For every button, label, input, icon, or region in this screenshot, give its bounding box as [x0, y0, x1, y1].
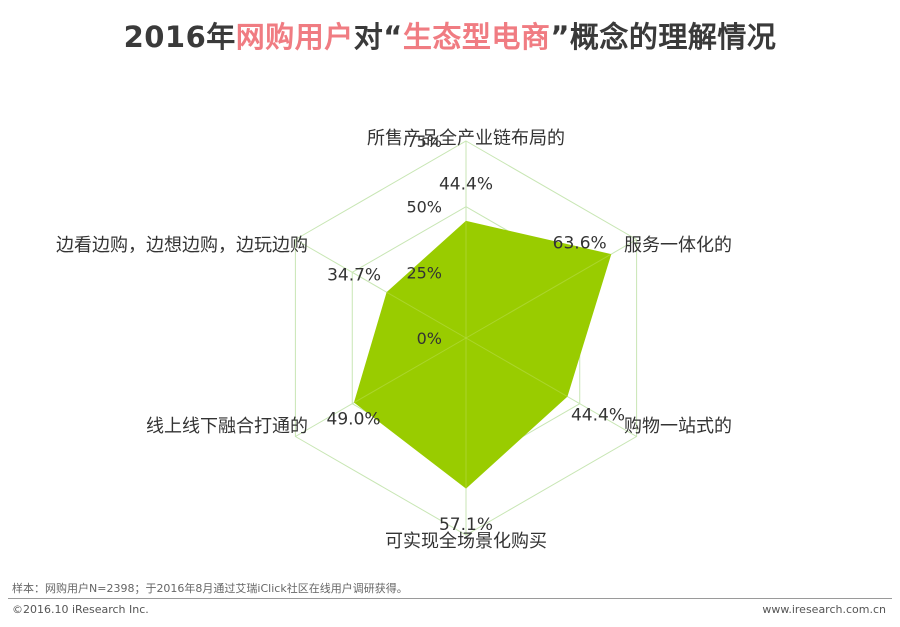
scale-tick-label-25: 25%	[406, 263, 442, 282]
title-part-4: 生态型电商	[402, 20, 551, 54]
value-label-0: 44.4%	[439, 174, 493, 194]
value-label-4: 49.0%	[327, 409, 381, 429]
value-label-3: 57.1%	[439, 515, 493, 535]
title-part-5: ”概念的理解情况	[550, 20, 777, 54]
footer-divider	[8, 598, 892, 599]
category-label-1: 服务一体化的	[624, 235, 732, 256]
data-area	[353, 220, 612, 489]
inner-spoke-1	[465, 254, 611, 339]
value-label-2: 44.4%	[571, 405, 625, 425]
inner-spoke-4	[354, 337, 467, 403]
copyright-text: ©2016.10 iResearch Inc.	[12, 603, 149, 616]
category-label-0: 所售产品全产业链布局的	[367, 128, 565, 149]
value-label-1: 63.6%	[553, 233, 607, 253]
inner-spoke-5	[386, 291, 467, 339]
value-label-5: 34.7%	[327, 265, 381, 285]
inner-spoke-2	[465, 337, 568, 397]
radar-chart: 0% 25% 50% 75% 44.4% 63.6% 44.4% 57.1% 49.0% 34.7…	[56, 128, 732, 552]
scale-tick-label-75: 75%	[406, 132, 442, 151]
sample-note: 样本：网购用户N=2398；于2016年8月通过艾瑞iClick社区在线用户调研…	[12, 582, 408, 595]
title-part-1: 2016年	[123, 20, 236, 54]
category-label-5: 边看边购，边想边购，边玩边购	[56, 235, 308, 256]
title-part-3: 对“	[353, 20, 403, 54]
chart-title: 2016年网购用户对“生态型电商”概念的理解情况	[0, 14, 900, 56]
category-label-2: 购物一站式的	[624, 416, 732, 437]
title-part-2: 网购用户	[235, 20, 354, 54]
scale-tick-label-0: 0%	[417, 329, 442, 348]
category-label-4: 线上线下融合打通的	[146, 416, 308, 437]
category-label-3: 可实现全场景化购买	[385, 531, 547, 552]
scale-tick-label-50: 50%	[406, 198, 442, 217]
website-link[interactable]: www.iresearch.com.cn	[762, 603, 886, 616]
